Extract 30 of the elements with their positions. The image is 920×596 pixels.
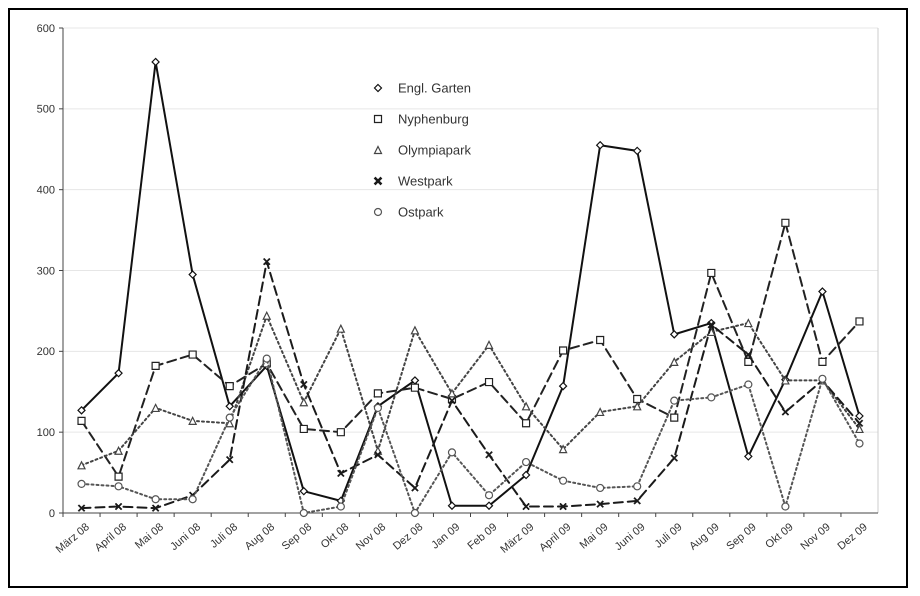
x-tick-label: Okt 08 [318,521,352,552]
x-tick-label: Aug 09 [687,521,722,553]
legend-label: Olympiapark [398,142,472,158]
x-tick-label: Sep 08 [280,521,314,553]
x-tick-label: Nov 09 [798,521,833,553]
x-tick-label: Dez 08 [390,521,426,553]
legend-label: Nyphenburg [398,112,469,127]
x-tick-label: Aug 08 [242,521,278,553]
x-tick-label: Mai 08 [133,521,166,552]
legend-label: Westpark [398,174,454,189]
y-tick-label: 500 [36,104,55,116]
legend-label: Engl. Garten [398,80,471,96]
y-tick-label: 0 [48,508,55,520]
y-tick-label: 600 [36,22,55,35]
x-tick-label: Juli 08 [208,521,240,551]
x-tick-label: Jan 09 [429,521,462,552]
x-tick-label: Juni 08 [168,521,204,554]
y-tick-label: 400 [36,184,55,197]
x-tick-label: Juni 09 [612,521,648,554]
x-tick-label: Mai 09 [578,521,611,552]
x-tick-label: Feb 09 [465,521,500,552]
x-tick-label: Juli 09 [652,521,685,551]
legend-label: Ostpark [398,204,444,220]
x-tick-label: Sep 09 [724,521,759,553]
y-tick-label: 200 [36,346,55,358]
x-tick-label: Okt 09 [763,521,796,552]
y-tick-label: 100 [36,427,55,440]
x-tick-label: Nov 08 [354,521,388,553]
x-tick-label: Dez 09 [835,521,870,553]
y-tick-label: 300 [36,265,55,278]
